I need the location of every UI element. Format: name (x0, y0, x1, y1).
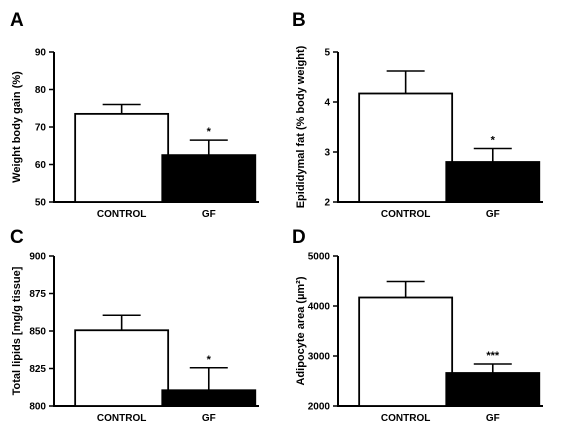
y-tick-label: 5 (324, 48, 330, 59)
y-tick-label: 850 (29, 327, 46, 338)
panel-c: C Total lipids [mg/g tissue] 800 825 850 875 9… (10, 227, 259, 424)
bar-gf (161, 154, 257, 203)
y-axis-label: Adipocyte area (µm²) (295, 276, 307, 385)
panel-letter: B (292, 10, 306, 31)
y-tick-label: 4 (324, 98, 330, 109)
bar-control (358, 92, 454, 203)
y-tick-label: 900 (29, 252, 46, 263)
panel-a: A Weight body gain (%) 50 60 70 80 90 CONTROL GF… (10, 10, 259, 220)
y-tick-label: 875 (29, 289, 46, 300)
panel-letter: D (292, 227, 306, 248)
bar-control (74, 112, 170, 203)
significance-marker: *** (486, 350, 500, 362)
bar-gf (445, 372, 541, 407)
category-label: CONTROL (381, 413, 430, 424)
category-label: GF (486, 209, 500, 220)
category-label: CONTROL (381, 209, 430, 220)
significance-marker: * (207, 354, 212, 366)
bar-control (74, 329, 170, 407)
y-tick-label: 50 (35, 198, 47, 209)
y-axis-label: Epididymal fat (% body weight) (295, 45, 307, 208)
panel-b: B Epididymal fat (% body weight) 2 3 4 5 CONTR… (292, 10, 543, 220)
bar-gf (161, 389, 257, 407)
y-tick-label: 60 (35, 160, 47, 171)
y-axis-label: Weight body gain (%) (11, 71, 23, 183)
y-tick-label: 800 (29, 402, 46, 413)
y-axis-label: Total lipids [mg/g tissue] (11, 266, 23, 395)
bar-control (358, 296, 454, 407)
category-label: GF (202, 209, 216, 220)
significance-marker: * (491, 135, 496, 147)
bar-gf (445, 161, 541, 203)
panel-d: D Adipocyte area (µm²) 2000 3000 4000 5000 CON… (292, 227, 543, 424)
y-tick-label: 2 (324, 198, 330, 209)
y-tick-label: 3000 (308, 352, 331, 363)
category-label: GF (486, 413, 500, 424)
y-tick-label: 90 (35, 48, 47, 59)
category-label: CONTROL (97, 413, 146, 424)
y-tick-label: 80 (35, 85, 47, 96)
y-tick-label: 70 (35, 123, 47, 134)
y-tick-label: 4000 (308, 302, 331, 313)
y-tick-label: 2000 (308, 402, 331, 413)
y-tick-label: 5000 (308, 252, 331, 263)
significance-marker: * (207, 126, 212, 138)
y-tick-label: 3 (324, 148, 330, 159)
panel-letter: C (10, 227, 24, 248)
panel-letter: A (10, 10, 24, 31)
y-tick-label: 825 (29, 364, 46, 375)
category-label: CONTROL (97, 209, 146, 220)
category-label: GF (202, 413, 216, 424)
